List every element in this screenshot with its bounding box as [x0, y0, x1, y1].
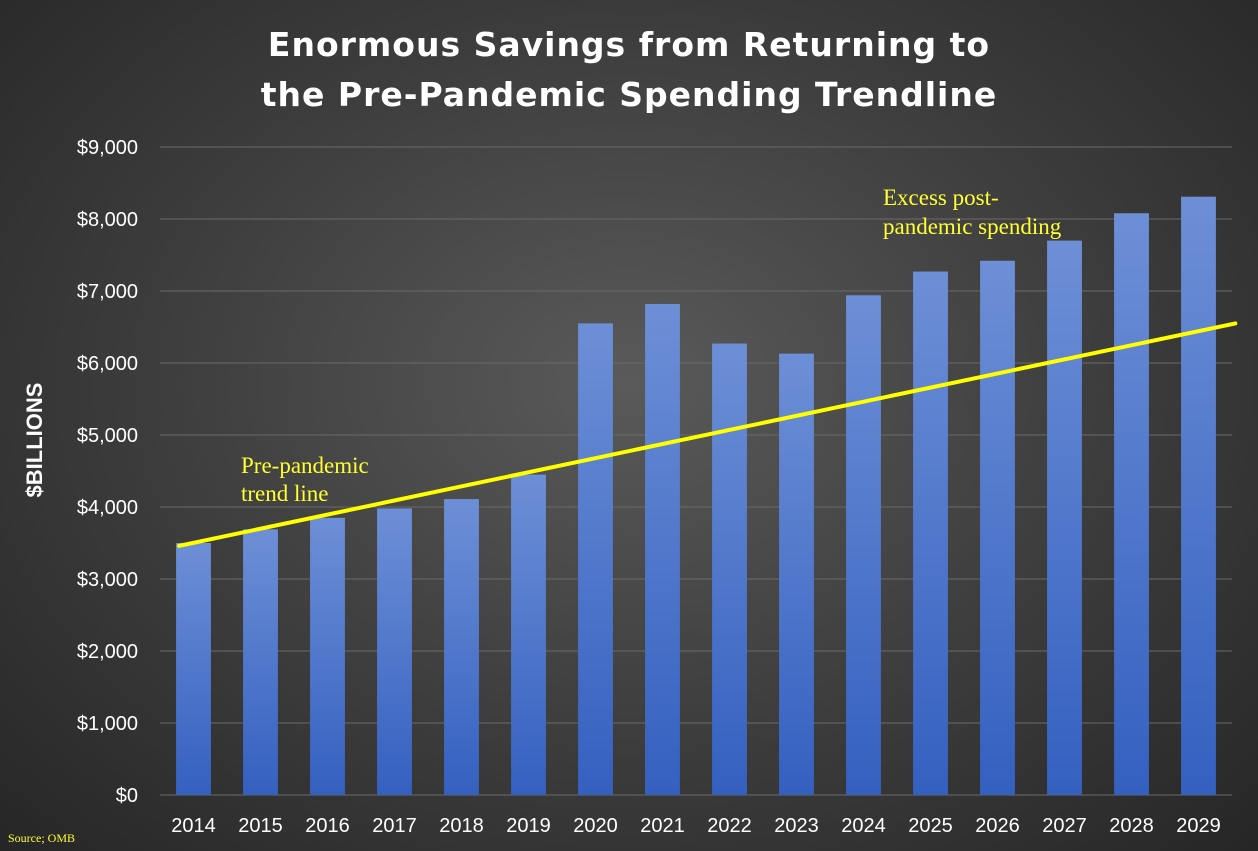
x-tick-label: 2016: [305, 815, 350, 837]
annotation-excess-spending: Excess post- pandemic spending: [883, 185, 1062, 239]
x-tick-label: 2014: [171, 815, 216, 837]
bar-2027: [1047, 240, 1082, 796]
annotation-pre-pandemic-line-2: trend line: [241, 481, 329, 506]
annotation-excess-line-1: Excess post-: [883, 185, 999, 210]
pre-pandemic-trend-line: [177, 321, 1238, 548]
x-tick-label: 2028: [1109, 815, 1154, 837]
x-tick-label: 2022: [707, 815, 752, 837]
bar-2029: [1181, 196, 1216, 795]
chart-title-line-2: the Pre-Pandemic Spending Trendline: [261, 75, 997, 114]
x-tick-label: 2021: [640, 815, 685, 837]
x-tick-label: 2020: [573, 815, 618, 837]
x-tick-label: 2015: [238, 815, 283, 837]
bar-2019: [511, 474, 546, 795]
bar-2021: [645, 303, 680, 795]
y-tick-label: $5,000: [77, 425, 138, 447]
annotation-pre-pandemic: Pre-pandemic trend line: [241, 453, 369, 506]
bar-2015: [243, 529, 278, 795]
bar-2017: [377, 508, 412, 795]
y-tick-label: $4,000: [77, 497, 138, 519]
y-tick-label: $0: [116, 785, 138, 807]
bar-2026: [980, 260, 1015, 795]
bar-2018: [444, 499, 479, 795]
x-tick-label: 2017: [372, 815, 417, 837]
x-tick-label: 2018: [439, 815, 484, 837]
bar-2014: [176, 543, 211, 795]
x-tick-label: 2029: [1176, 815, 1221, 837]
x-tick-label: 2023: [774, 815, 819, 837]
y-axis-label: $BILLIONS: [22, 383, 47, 498]
y-tick-label: $6,000: [77, 353, 138, 375]
y-tick-label: $8,000: [77, 209, 138, 231]
x-tick-label: 2027: [1042, 815, 1087, 837]
y-tick-label: $3,000: [77, 569, 138, 591]
y-tick-label: $2,000: [77, 641, 138, 663]
y-tick-label: $7,000: [77, 281, 138, 303]
annotation-pre-pandemic-line-1: Pre-pandemic: [241, 453, 369, 478]
x-tick-label: 2019: [506, 815, 551, 837]
y-axis-ticks: $0 $1,000 $2,000 $3,000 $4,000 $5,000 $6,000 $7…: [77, 137, 138, 807]
bar-2022: [712, 343, 747, 795]
bar-2024: [846, 295, 881, 795]
chart-title-line-1: Enormous Savings from Returning to: [268, 25, 990, 64]
y-tick-label: $1,000: [77, 713, 138, 735]
bar-2025: [913, 271, 948, 795]
bar-2020: [578, 323, 613, 795]
source-note: Source; OMB: [8, 831, 75, 845]
x-tick-label: 2025: [908, 815, 953, 837]
bars: [176, 196, 1216, 796]
y-tick-label: $9,000: [77, 137, 138, 159]
x-tick-label: 2024: [841, 815, 886, 837]
annotation-excess-line-2: pandemic spending: [883, 214, 1062, 239]
bar-2028: [1114, 213, 1149, 796]
bar-2023: [779, 353, 814, 795]
bar-2016: [310, 517, 345, 795]
x-axis-ticks: 2014 2015 2016 2017 2018 2019 2020 2021 2022 2023…: [171, 815, 1221, 837]
x-tick-label: 2026: [975, 815, 1020, 837]
